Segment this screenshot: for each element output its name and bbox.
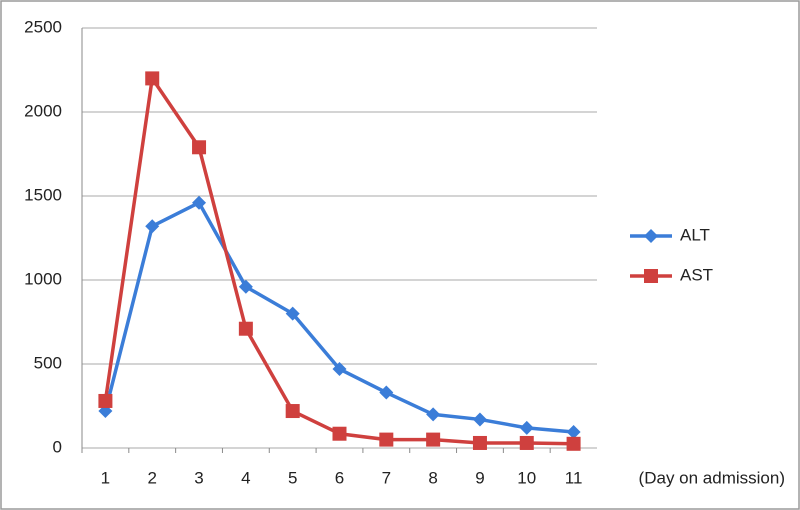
marker — [145, 71, 160, 86]
marker — [519, 420, 534, 435]
x-tick-label: 3 — [194, 468, 203, 487]
marker — [238, 279, 253, 294]
marker — [192, 195, 207, 210]
x-tick-label: 6 — [335, 468, 344, 487]
marker — [644, 269, 658, 283]
marker — [472, 412, 487, 427]
x-axis-label: (Day on admission) — [639, 468, 785, 487]
marker — [566, 425, 581, 440]
x-tick-label: 1 — [101, 468, 110, 487]
marker — [332, 362, 347, 377]
marker — [379, 385, 394, 400]
marker — [566, 436, 581, 451]
x-tick-label: 8 — [428, 468, 437, 487]
marker — [285, 306, 300, 321]
x-tick-label: 4 — [241, 468, 250, 487]
y-tick-label: 1000 — [24, 269, 62, 288]
legend-label: ALT — [680, 225, 710, 244]
x-tick-label: 9 — [475, 468, 484, 487]
marker — [426, 432, 441, 447]
marker — [238, 321, 253, 336]
x-tick-label: 5 — [288, 468, 297, 487]
legend-label: AST — [680, 265, 713, 284]
marker — [379, 432, 394, 447]
marker — [332, 426, 347, 441]
x-tick-label: 7 — [382, 468, 391, 487]
y-tick-label: 500 — [34, 353, 62, 372]
marker — [192, 140, 207, 155]
y-tick-label: 1500 — [24, 185, 62, 204]
marker — [426, 407, 441, 422]
marker — [285, 404, 300, 419]
x-tick-label: 11 — [565, 468, 583, 487]
marker — [145, 219, 160, 234]
x-tick-label: 2 — [147, 468, 156, 487]
y-tick-label: 2000 — [24, 101, 62, 120]
marker — [644, 229, 658, 243]
marker — [519, 435, 534, 450]
y-tick-label: 2500 — [24, 17, 62, 36]
y-tick-label: 0 — [53, 437, 62, 456]
x-tick-label: 10 — [517, 468, 536, 487]
marker — [472, 435, 487, 450]
marker — [98, 393, 113, 408]
